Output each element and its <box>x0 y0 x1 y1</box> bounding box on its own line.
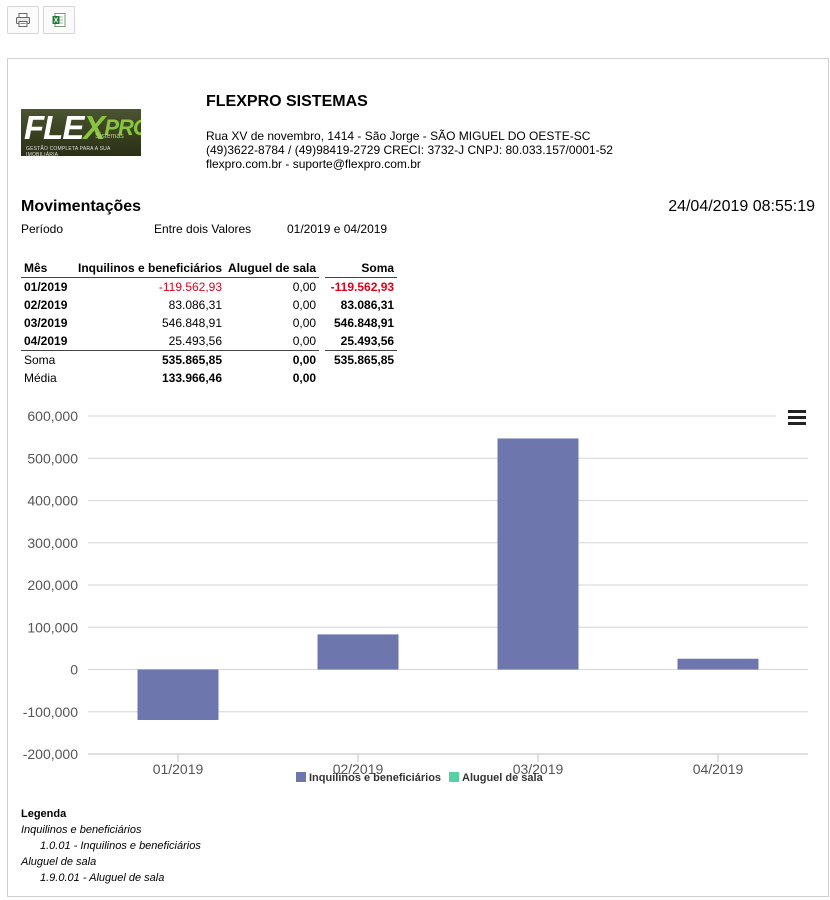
legend-group-2: Aluguel de sala <box>21 856 97 868</box>
report-panel: FLEXPRO Sistemas GESTÃO COMPLETA PARA A … <box>7 58 829 897</box>
legend-label-aluguel: Aluguel de sala <box>462 772 544 784</box>
table-row: 03/2019 546.848,91 0,00 546.848,91 <box>24 316 395 330</box>
bar-01-2019 <box>137 669 219 721</box>
bar-02-2019 <box>317 634 399 670</box>
y-tick-label: -200,000 <box>23 746 78 762</box>
movements-table: Mês Inquilinos e beneficiários Aluguel d… <box>21 259 398 387</box>
company-address: Rua XV de novembro, 1414 - São Jorge - S… <box>206 129 613 171</box>
table-sum-row: Soma 535.865,85 0,00 535.865,85 <box>21 350 398 369</box>
col-header-month: Mês <box>21 259 75 278</box>
y-tick-label: -100,000 <box>23 704 78 720</box>
excel-export-button[interactable]: X <box>43 6 75 34</box>
table-row: 01/2019 -119.562,93 0,00 -119.562,93 <box>24 280 395 294</box>
period-type: Entre dois Valores <box>154 222 252 236</box>
report-datetime: 24/04/2019 08:55:19 <box>668 198 815 215</box>
legend-swatch-inquilinos <box>296 772 306 782</box>
x-tick-label: 04/2019 <box>693 761 744 777</box>
svg-text:X: X <box>54 18 59 25</box>
col-header-inquilinos: Inquilinos e beneficiários <box>75 259 226 278</box>
period-value: 01/2019 e 04/2019 <box>287 222 388 236</box>
legend-title: Legenda <box>21 808 67 820</box>
company-logo: FLEXPRO Sistemas GESTÃO COMPLETA PARA A … <box>21 109 141 156</box>
legend-group-1: Inquilinos e beneficiários <box>21 824 142 836</box>
y-tick-label: 100,000 <box>27 619 78 635</box>
legend-label-inquilinos: Inquilinos e beneficiários <box>309 772 441 784</box>
x-tick-label: 02/2019 <box>333 761 384 777</box>
y-tick-label: 200,000 <box>27 577 78 593</box>
table-avg-row: Média 133.966,46 0,00 <box>24 371 317 385</box>
legend-item-2: 1.9.0.01 - Aluguel de sala <box>40 872 165 884</box>
y-tick-label: 500,000 <box>27 450 78 466</box>
printer-icon <box>16 13 30 27</box>
y-tick-label: 300,000 <box>27 535 78 551</box>
legend-swatch-aluguel <box>449 772 459 782</box>
x-tick-label: 03/2019 <box>513 761 564 777</box>
legend-item-1: 1.0.01 - Inquilinos e beneficiários <box>40 840 201 852</box>
chart-menu-icon[interactable] <box>788 410 806 426</box>
col-header-soma: Soma <box>325 259 398 278</box>
bar-04-2019 <box>677 658 759 670</box>
table-row: 02/2019 83.086,31 0,00 83.086,31 <box>24 298 395 312</box>
company-name: FLEXPRO SISTEMAS <box>206 93 368 110</box>
y-tick-label: 600,000 <box>27 408 78 424</box>
y-tick-label: 400,000 <box>27 493 78 509</box>
report-title: Movimentações <box>21 198 142 215</box>
col-header-aluguel: Aluguel de sala <box>225 259 320 278</box>
table-row: 04/2019 25.493,56 0,00 25.493,56 <box>24 334 395 348</box>
print-button[interactable] <box>7 6 39 34</box>
bar-03-2019 <box>497 438 579 670</box>
y-tick-label: 0 <box>70 662 78 678</box>
movements-chart: 600,000 500,000 400,000 300,000 200,000 100,0… <box>23 408 808 784</box>
x-tick-label: 01/2019 <box>153 761 204 777</box>
excel-icon: X <box>52 13 66 27</box>
period-label: Período <box>21 222 64 236</box>
